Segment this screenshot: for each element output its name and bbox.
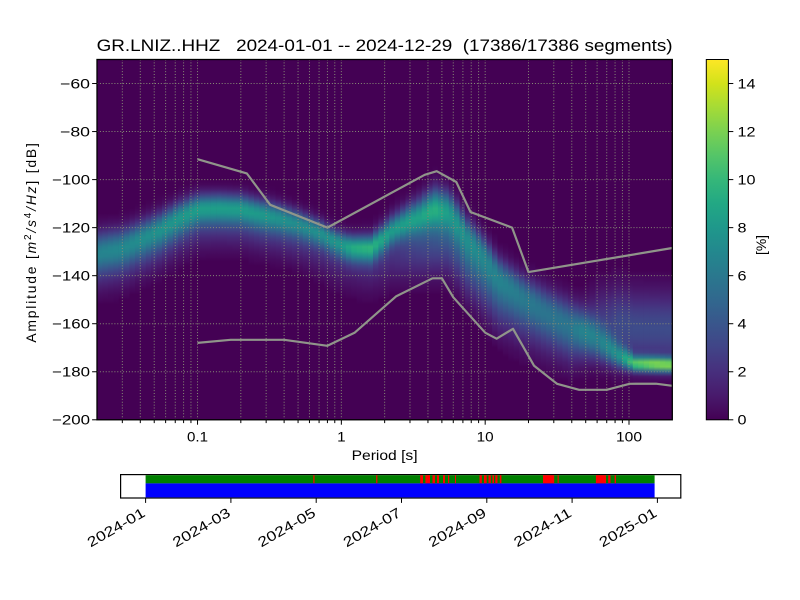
svg-text:1: 1 (337, 429, 346, 445)
svg-text:10: 10 (477, 429, 494, 445)
svg-text:Amplitude [m2/s4/Hz] [dB]: Amplitude [m2/s4/Hz] [dB] (23, 141, 39, 342)
svg-text:6: 6 (738, 268, 747, 284)
svg-text:GR.LNIZ..HHZ 2024-01-01 -- 2: GR.LNIZ..HHZ 2024-01-01 -- 2024-12-29 (1… (97, 36, 673, 55)
svg-text:−160: −160 (52, 316, 90, 332)
svg-text:0: 0 (738, 412, 747, 428)
svg-text:[%]: [%] (753, 235, 769, 255)
svg-text:−180: −180 (52, 364, 90, 380)
svg-text:2: 2 (738, 364, 747, 380)
svg-text:14: 14 (738, 75, 756, 91)
svg-text:0.1: 0.1 (187, 429, 208, 445)
svg-text:4: 4 (738, 316, 747, 332)
svg-text:−60: −60 (60, 75, 90, 91)
svg-text:−140: −140 (52, 268, 90, 284)
svg-text:8: 8 (738, 219, 747, 235)
svg-text:100: 100 (616, 429, 642, 445)
svg-text:−120: −120 (52, 219, 90, 235)
svg-text:−80: −80 (60, 123, 90, 139)
svg-text:−200: −200 (52, 412, 90, 428)
svg-text:−100: −100 (52, 171, 90, 187)
svg-text:12: 12 (738, 123, 756, 139)
svg-text:10: 10 (738, 171, 756, 187)
svg-text:Period [s]: Period [s] (352, 447, 418, 463)
